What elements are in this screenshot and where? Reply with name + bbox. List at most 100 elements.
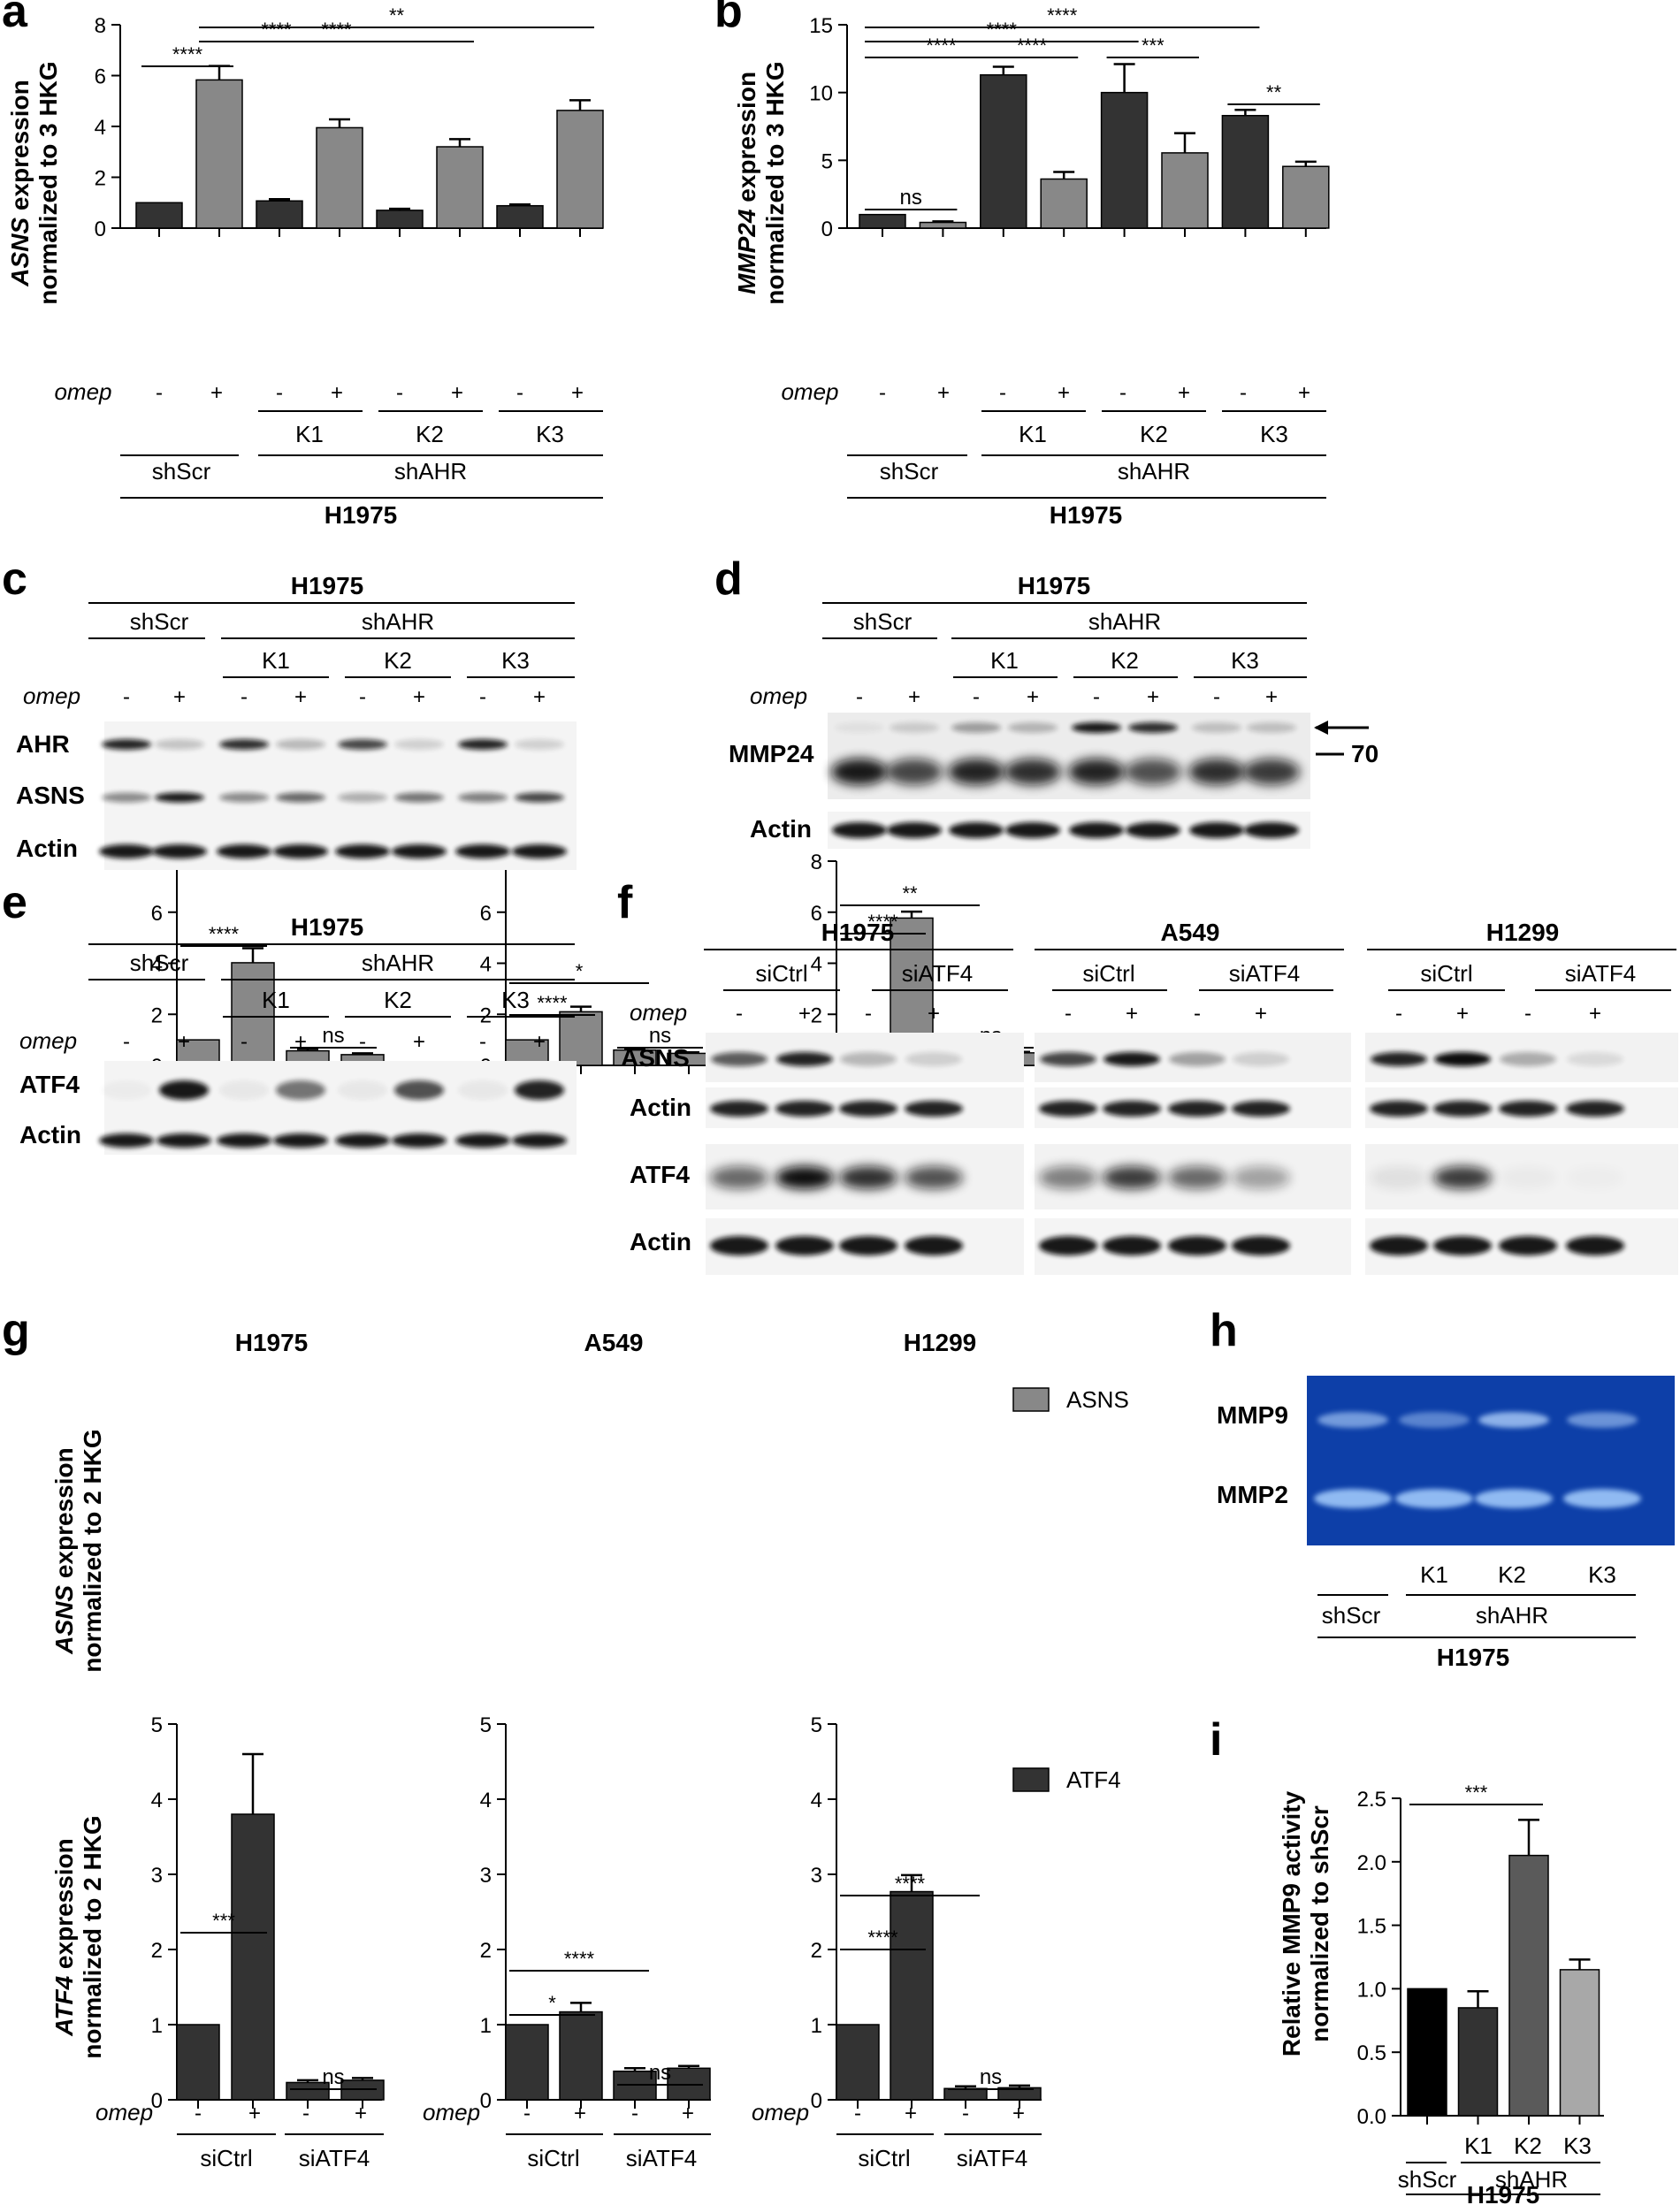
c-band-asns-1 [155, 792, 204, 803]
bar-a-7 [556, 110, 604, 229]
d-m4: - [1213, 685, 1220, 709]
ylabel-g1-line2: normalized to 2 HKG [79, 1429, 106, 1672]
f-band-actin1-9 [1433, 1101, 1492, 1117]
sig-label-a-2: **** [321, 19, 352, 41]
y-tick-label-a: 0 [95, 217, 106, 241]
f-minus-8: - [1395, 1002, 1402, 1026]
d-p3: + [1147, 685, 1159, 709]
f-row-actin1: Actin [630, 1094, 691, 1121]
sig-label-a-0: **** [172, 43, 203, 65]
f-band-asns-1 [776, 1052, 833, 1066]
g-p2-1: + [355, 2102, 367, 2125]
f-band-actin1-4 [1039, 1101, 1097, 1117]
i-shahr: shAHR [1495, 2166, 1568, 2193]
g-p1-1: + [248, 2102, 261, 2125]
y-tick-label-a: 4 [95, 116, 106, 140]
f-band-actin1-1 [775, 1101, 834, 1117]
sig-label-g4-0: *** [212, 1910, 235, 1932]
ylabel-b-line1: MMP24 expression [733, 72, 760, 294]
e-k3: K3 [501, 987, 530, 1013]
d-p1: + [908, 685, 920, 709]
c-band-asns-7 [515, 792, 564, 803]
chart-i: 0.0 0.5 1.0 1.5 2.0 2.5 *** [1357, 1782, 1604, 2129]
d-band-top-2 [951, 722, 1001, 733]
sig-label-g5-0: * [548, 1992, 556, 2014]
f-band-atf4-9 [1433, 1166, 1492, 1189]
bar-b-5 [1161, 152, 1209, 229]
y-tick-label-i: 2.5 [1357, 1788, 1386, 1812]
ylabel-i-line2: normalized to shScr [1306, 1805, 1333, 2042]
c-band-asns-3 [276, 792, 325, 803]
cellline-b: H1975 [1050, 501, 1123, 529]
sig-label-i-0: *** [1465, 1782, 1488, 1804]
f-band-actin1-0 [710, 1101, 768, 1117]
k2-b: K2 [1140, 421, 1168, 447]
y-tick-label-g4: 4 [151, 1789, 163, 1812]
e-row-actin: Actin [19, 1121, 81, 1148]
d-band-top-7 [1247, 722, 1296, 733]
chart-g6: 0 1 2 3 4 5 **** **** ns [811, 1713, 1042, 2113]
bar-b-3 [1040, 178, 1088, 229]
y-tick-label-g6: 0 [811, 2089, 822, 2113]
c-m1: - [123, 685, 130, 709]
y-tick-label-a: 8 [95, 14, 106, 38]
f-row-actin2: Actin [630, 1228, 691, 1255]
f-cell-h1975: H1975 [821, 919, 895, 946]
c-m2: - [241, 685, 248, 709]
d-m2: - [973, 685, 980, 709]
f-band-asns-4 [1040, 1052, 1096, 1066]
y-tick-label-g3: 6 [811, 902, 822, 926]
d-m3: - [1093, 685, 1100, 709]
e-band-actin-1 [157, 1133, 211, 1148]
panel-i-xlabels: K1 K2 K3 shScr shAHR H1975 [1398, 2133, 1600, 2205]
f-band-atf4-2 [839, 1166, 897, 1189]
bar-b-1 [919, 221, 967, 229]
sig-label-g6-1: **** [895, 1873, 926, 1895]
y-tick-label-g5: 5 [480, 1713, 492, 1737]
c-shahr: shAHR [362, 608, 434, 635]
y-tick-label-b: 15 [809, 14, 833, 38]
k1-a: K1 [295, 421, 324, 447]
g-m1-1: - [195, 2102, 202, 2125]
g-m1-2: - [523, 2102, 531, 2125]
panel-letter-a: a [2, 0, 28, 37]
y-tick-label-g6: 4 [811, 1789, 822, 1812]
c-band-asns-5 [394, 792, 444, 803]
e-band-actin-4 [335, 1133, 390, 1148]
g-omep-1: omep [95, 2099, 153, 2125]
c-band-ahr-6 [458, 739, 508, 750]
e-band-actin-3 [273, 1133, 328, 1148]
d-band-actin-0 [832, 822, 887, 838]
c-band-asns-4 [338, 792, 387, 803]
sig-label-g3-1: ** [902, 882, 918, 904]
f-band-actin2-5 [1103, 1236, 1161, 1255]
e-band-atf4-4 [338, 1080, 387, 1100]
minus-a4: - [516, 381, 523, 405]
omep-label-a: omep [54, 378, 111, 405]
i-shscr: shScr [1398, 2166, 1457, 2193]
panel-letter-f: f [617, 877, 633, 928]
y-tick-label-g6: 1 [811, 2014, 822, 2038]
d-p2: + [1027, 685, 1039, 709]
f-row-asns: ASNS [621, 1044, 690, 1072]
ylabel-b-line2: normalized to 3 HKG [761, 61, 789, 304]
plus-a3: + [451, 381, 463, 405]
minus-b1: - [879, 381, 886, 405]
h-band-mmp2-3 [1563, 1489, 1641, 1508]
ylabel-g2-line1: ATF4 expression [50, 1838, 78, 2037]
y-tick-label-b: 0 [821, 217, 833, 241]
y-tick-label-i: 0.5 [1357, 2041, 1386, 2065]
g-p2-3: + [1012, 2102, 1025, 2125]
y-tick-label-i: 1.0 [1357, 1978, 1386, 2002]
g-legend-asns-swatch [1012, 1387, 1050, 1412]
f-band-actin2-1 [775, 1236, 834, 1255]
e-band-atf4-0 [102, 1080, 151, 1100]
c-band-ahr-3 [276, 739, 325, 750]
g-sictrl-3: siCtrl [858, 2145, 910, 2171]
panel-c-blot: H1975 shScr shAHR K1 K2 K3 omep - + - + … [16, 572, 577, 870]
f-sictrl-3: siCtrl [1420, 960, 1472, 987]
bar-b-6 [1221, 114, 1270, 229]
f-minus-6: - [1194, 1002, 1201, 1026]
plus-a2: + [331, 381, 343, 405]
